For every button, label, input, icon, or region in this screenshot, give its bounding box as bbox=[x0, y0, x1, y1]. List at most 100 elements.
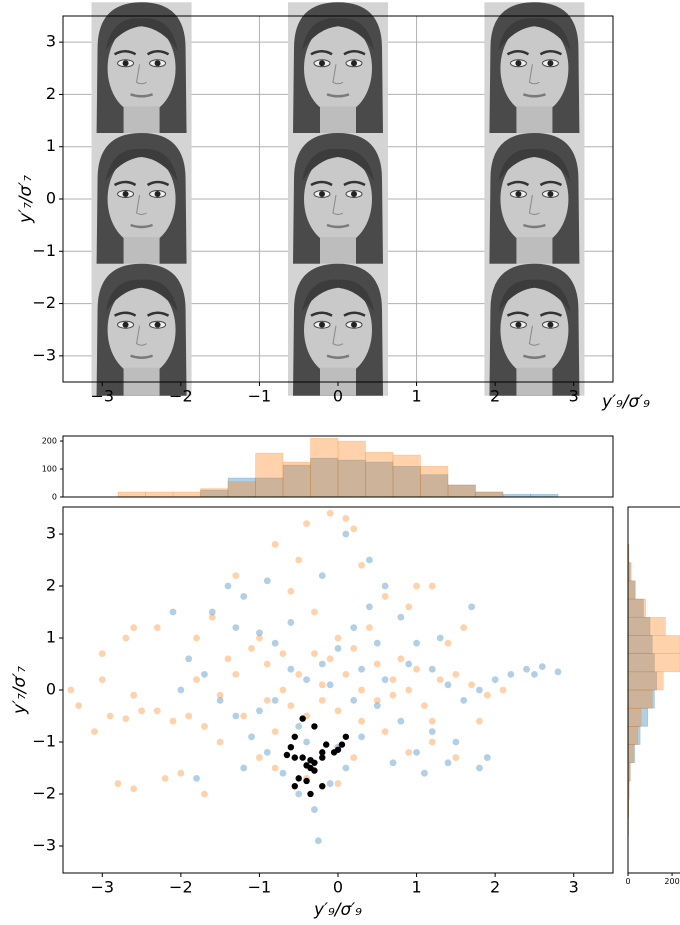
x-tick-label: 0 bbox=[333, 878, 343, 897]
nose bbox=[332, 64, 344, 85]
scatter-point bbox=[201, 722, 208, 730]
mouth bbox=[523, 223, 546, 229]
nose bbox=[528, 194, 540, 215]
scatter-point bbox=[373, 702, 381, 709]
scatter-point bbox=[476, 686, 483, 694]
hist-bar bbox=[627, 671, 664, 691]
scatter-point bbox=[161, 774, 169, 782]
hist-bar bbox=[627, 653, 680, 673]
y-tick-label: 3 bbox=[46, 524, 56, 543]
scatter-point bbox=[256, 629, 263, 637]
scatter-point bbox=[428, 582, 436, 590]
scatter-point bbox=[232, 671, 240, 678]
x-tick-label: 3 bbox=[569, 387, 579, 406]
axes-frame bbox=[62, 435, 614, 498]
mouth bbox=[130, 223, 153, 229]
x-tick-label: 0 bbox=[333, 387, 343, 406]
scatter-point bbox=[130, 785, 138, 793]
scatter-point bbox=[452, 738, 460, 746]
y-axis-label: y′₇/σ′₇ bbox=[16, 175, 36, 224]
brow bbox=[113, 311, 137, 317]
scatter-point bbox=[342, 530, 350, 538]
hist-bar bbox=[337, 459, 366, 498]
scatter-point bbox=[491, 676, 499, 684]
scatter-point bbox=[185, 712, 193, 720]
brow bbox=[343, 311, 366, 317]
scatter-point bbox=[138, 707, 145, 715]
mouth bbox=[326, 93, 350, 98]
y-tick-label: 2 bbox=[46, 576, 56, 595]
scatter-point bbox=[75, 702, 83, 709]
scatter-point bbox=[318, 660, 326, 668]
scatter-point bbox=[311, 806, 318, 813]
neck bbox=[516, 237, 553, 265]
scatter-point bbox=[287, 587, 295, 595]
hist-bar bbox=[420, 465, 449, 498]
brow bbox=[539, 50, 563, 56]
x-tick-label: −2 bbox=[169, 878, 193, 897]
y-tick-label: 1 bbox=[46, 136, 56, 155]
scatter-point bbox=[232, 712, 240, 720]
scatter-point bbox=[279, 686, 287, 694]
y-tick-label: −1 bbox=[32, 731, 56, 750]
hist-bar bbox=[627, 635, 680, 654]
iris bbox=[515, 191, 522, 197]
scatter-point bbox=[350, 696, 358, 704]
iris bbox=[122, 191, 129, 197]
iris bbox=[547, 60, 554, 67]
brow bbox=[310, 311, 333, 317]
scatter-point bbox=[381, 582, 389, 590]
axes-frame bbox=[62, 506, 614, 874]
hist-bar bbox=[475, 491, 504, 498]
y-tick-label: 100 bbox=[42, 465, 57, 474]
brow bbox=[539, 180, 563, 187]
scatter-point bbox=[483, 754, 491, 761]
scatter-point bbox=[248, 733, 255, 741]
scatter-point bbox=[114, 780, 122, 787]
nose bbox=[136, 194, 147, 215]
scatter-point bbox=[295, 722, 303, 730]
scatter-point bbox=[256, 634, 263, 642]
scatter-point bbox=[452, 671, 460, 678]
scatter-point bbox=[307, 790, 314, 798]
y-tick-label: 0 bbox=[46, 189, 56, 208]
scatter-point bbox=[319, 749, 326, 756]
scatter-point bbox=[468, 603, 475, 611]
face bbox=[107, 283, 176, 376]
x-tick-label: 2 bbox=[490, 878, 500, 897]
scatter-point bbox=[405, 660, 413, 668]
scatter-point bbox=[342, 764, 350, 772]
scatter-point bbox=[287, 665, 295, 673]
scatter-point bbox=[299, 715, 306, 722]
scatter-point bbox=[397, 717, 405, 725]
scatter-point bbox=[350, 645, 358, 652]
x-tick-label: −1 bbox=[248, 878, 272, 897]
hair-top bbox=[498, 148, 571, 181]
scatter-point bbox=[216, 738, 224, 746]
brow bbox=[113, 180, 137, 187]
scatter-point bbox=[334, 634, 342, 642]
x-tick-label: 1 bbox=[411, 387, 421, 406]
face-image bbox=[288, 263, 388, 396]
scatter-point bbox=[334, 645, 342, 652]
scatter-point bbox=[240, 593, 248, 600]
scatter-point bbox=[358, 717, 365, 725]
scatter-point bbox=[295, 671, 303, 678]
brow bbox=[343, 50, 366, 56]
x-tick-label: 0 bbox=[625, 877, 630, 886]
scatter-point bbox=[334, 780, 342, 787]
x-tick-label: 1 bbox=[411, 878, 421, 897]
hair-top bbox=[498, 279, 571, 312]
brow bbox=[506, 311, 530, 317]
scatter-point bbox=[193, 676, 200, 684]
scatter-point bbox=[413, 665, 420, 673]
mouth bbox=[326, 354, 350, 359]
nose bbox=[332, 194, 344, 215]
x-tick-label: 200 bbox=[664, 877, 679, 886]
axes-frame bbox=[627, 506, 680, 874]
scatter-point bbox=[460, 696, 468, 704]
scatter-point bbox=[263, 696, 271, 704]
scatter-point bbox=[436, 676, 444, 684]
face bbox=[107, 22, 176, 115]
